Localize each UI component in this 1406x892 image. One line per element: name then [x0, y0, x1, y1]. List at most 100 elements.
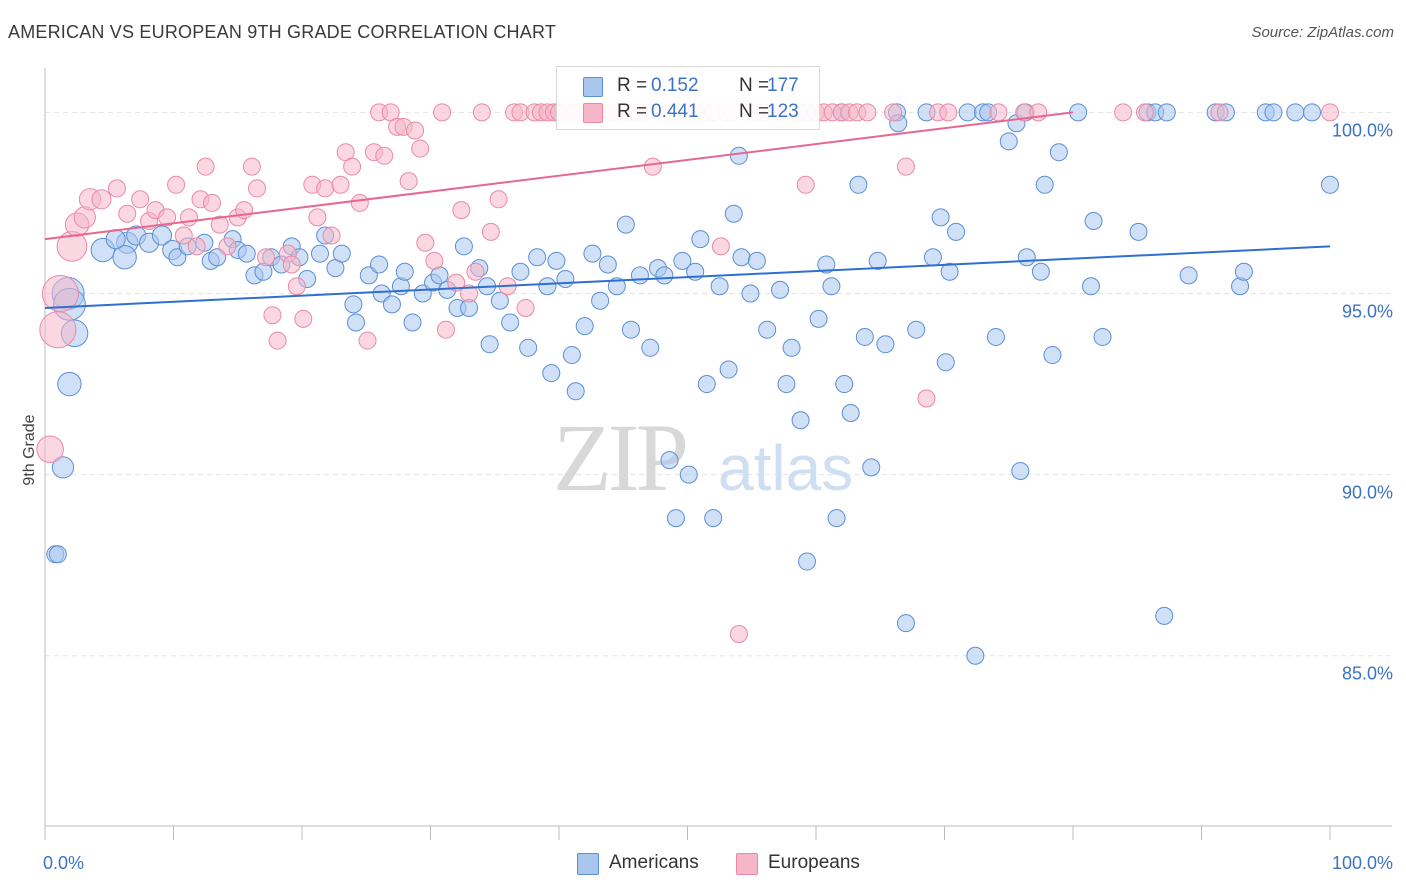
- european-point: [282, 255, 301, 274]
- american-point: [947, 222, 966, 241]
- american-point: [1234, 262, 1253, 281]
- europeans-legend-swatch: [736, 853, 758, 875]
- american-point: [621, 320, 640, 339]
- european-point: [416, 233, 435, 252]
- american-point: [1035, 175, 1054, 194]
- european-point: [350, 193, 369, 212]
- american-point: [1129, 222, 1148, 241]
- european-point: [179, 208, 198, 227]
- european-point: [939, 103, 958, 122]
- european-point: [358, 331, 377, 350]
- european-point: [158, 208, 177, 227]
- american-point: [710, 277, 729, 296]
- european-point: [489, 190, 508, 209]
- european-point: [107, 179, 126, 198]
- american-point: [958, 103, 977, 122]
- american-point: [598, 255, 617, 274]
- n-label: N =: [739, 101, 770, 122]
- american-point: [591, 291, 610, 310]
- european-point: [399, 172, 418, 191]
- european-point: [242, 157, 261, 176]
- x-tick-label-max: 100.0%: [1332, 853, 1393, 873]
- american-point: [758, 320, 777, 339]
- american-point: [1155, 606, 1174, 625]
- american-point: [732, 248, 751, 267]
- european-point: [218, 237, 237, 256]
- american-point: [855, 327, 874, 346]
- european-point: [118, 204, 137, 223]
- european-point: [472, 103, 491, 122]
- european-point: [516, 298, 535, 317]
- american-point: [1157, 103, 1176, 122]
- europeans-legend-label: Europeans: [768, 852, 860, 873]
- american-point: [809, 309, 828, 328]
- american-point: [528, 248, 547, 267]
- european-point: [294, 309, 313, 328]
- american-point: [403, 313, 422, 332]
- american-point: [747, 251, 766, 270]
- r-label: R =: [617, 101, 648, 122]
- american-point: [660, 451, 679, 470]
- american-point: [370, 255, 389, 274]
- european-point: [406, 121, 425, 140]
- american-point: [332, 244, 351, 263]
- american-point: [630, 266, 649, 285]
- american-point: [575, 317, 594, 336]
- american-point: [48, 545, 67, 564]
- american-point: [849, 175, 868, 194]
- european-point: [466, 262, 485, 281]
- americans-legend-swatch: [577, 853, 599, 875]
- american-point: [566, 382, 585, 401]
- european-point: [711, 237, 730, 256]
- american-point: [607, 277, 626, 296]
- european-point: [187, 237, 206, 256]
- european-point: [248, 179, 267, 198]
- european-point: [1321, 103, 1339, 122]
- american-point: [691, 230, 710, 249]
- y-tick-label: 100.0%: [1332, 120, 1393, 140]
- grid-lines: [45, 111, 1392, 657]
- american-point: [817, 255, 836, 274]
- american-point: [1017, 248, 1036, 267]
- american-point: [666, 509, 685, 528]
- american-point: [986, 327, 1005, 346]
- american-point: [237, 244, 256, 263]
- european-point: [643, 157, 662, 176]
- european-point: [729, 625, 748, 643]
- american-point: [827, 509, 846, 528]
- american-point: [105, 229, 126, 250]
- american-point: [1084, 212, 1103, 231]
- american-point: [798, 552, 817, 571]
- european-point: [343, 157, 362, 176]
- american-point: [1011, 461, 1030, 480]
- european-point: [263, 306, 282, 325]
- americans-trend-line: [44, 245, 1331, 309]
- american-point: [1093, 327, 1112, 346]
- european-point: [36, 435, 64, 464]
- european-point: [331, 175, 350, 194]
- american-point: [547, 251, 566, 270]
- europeans-trend-line: [44, 111, 1074, 241]
- american-point: [907, 320, 926, 339]
- european-point: [989, 103, 1008, 122]
- trend-lines: [44, 111, 1331, 309]
- american-point: [1043, 346, 1062, 365]
- american-point: [542, 364, 561, 383]
- european-point: [858, 103, 877, 122]
- american-point: [641, 338, 660, 357]
- y-tick-label: 95.0%: [1342, 301, 1393, 321]
- r-value: 0.152: [651, 75, 699, 96]
- european-point: [1114, 103, 1133, 122]
- r-value: 0.441: [651, 101, 699, 122]
- european-point: [425, 251, 444, 270]
- european-point: [257, 248, 276, 267]
- american-point: [940, 262, 959, 281]
- american-point: [490, 291, 509, 310]
- european-point: [203, 193, 222, 212]
- american-point: [771, 280, 790, 299]
- n-value: 177: [767, 75, 799, 96]
- series-europeans-points: [36, 103, 1339, 643]
- american-point: [704, 509, 723, 528]
- american-point: [936, 353, 955, 372]
- american-point: [1286, 103, 1305, 122]
